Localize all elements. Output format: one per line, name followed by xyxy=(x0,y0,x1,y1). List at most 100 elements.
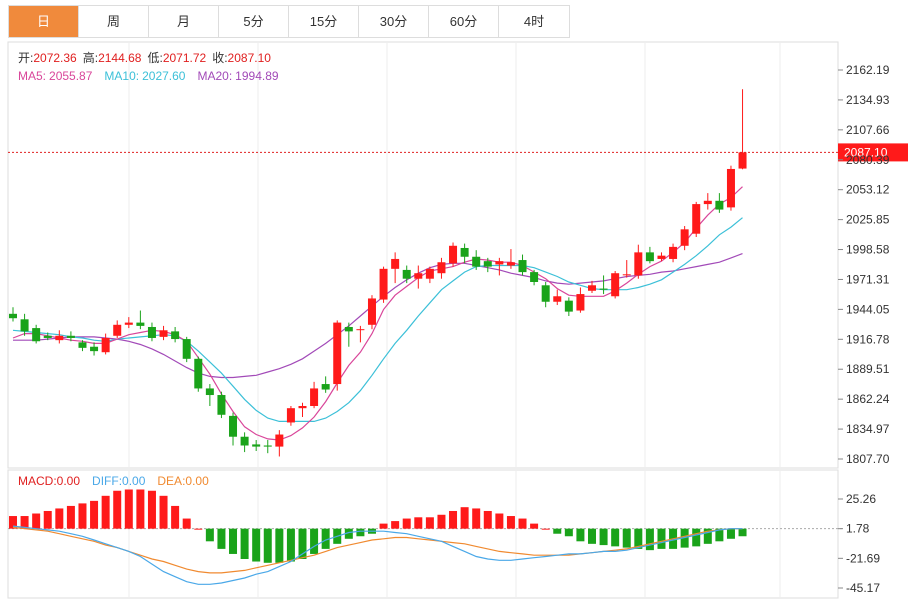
macd-value: 0.00 xyxy=(57,474,81,488)
dea-label: DEA: xyxy=(157,474,185,488)
macd-tick-label: 1.78 xyxy=(846,522,870,536)
y-tick-label: 2162.19 xyxy=(846,63,890,77)
macd-bar xyxy=(32,513,41,529)
candle-body xyxy=(472,256,481,267)
macd-bar xyxy=(576,528,585,542)
candle-body xyxy=(634,252,643,276)
high-label: 高: xyxy=(83,50,98,65)
macd-bar xyxy=(518,518,527,529)
tab-15min[interactable]: 15分 xyxy=(289,6,359,37)
macd-bar xyxy=(634,528,643,549)
candle-body xyxy=(90,346,99,352)
candle-body xyxy=(518,260,527,273)
candle-body xyxy=(692,204,701,234)
candle-body xyxy=(425,268,434,279)
macd-bar xyxy=(9,516,17,529)
macd-bar xyxy=(20,516,29,529)
open-value: 2072.36 xyxy=(33,51,77,65)
low-label: 低: xyxy=(147,51,162,65)
ma10-line xyxy=(12,217,743,422)
timeframe-tabs: 日 周 月 5分 15分 30分 60分 4时 xyxy=(8,5,570,38)
y-tick-label: 2053.12 xyxy=(846,183,890,197)
candle xyxy=(495,257,504,276)
y-tick-label: 1834.97 xyxy=(846,422,890,436)
y-tick-label: 1971.31 xyxy=(846,272,890,286)
tab-60min[interactable]: 60分 xyxy=(429,6,499,37)
candle xyxy=(356,325,365,343)
ma5-label: MA5: xyxy=(18,69,46,83)
macd-bar xyxy=(66,505,75,529)
price-panel-border xyxy=(7,41,839,469)
candle xyxy=(321,376,330,393)
candle-body xyxy=(20,319,29,332)
macd-bar xyxy=(645,528,654,551)
candle-body xyxy=(669,246,678,259)
grid xyxy=(7,41,839,599)
candle xyxy=(588,280,596,293)
macd-bar xyxy=(275,528,284,563)
candle xyxy=(553,289,562,306)
candle xyxy=(43,332,52,341)
candle-body xyxy=(576,294,585,311)
candle xyxy=(379,266,388,303)
candle-body xyxy=(310,388,319,406)
macd-bar xyxy=(402,518,411,529)
candle xyxy=(460,243,469,264)
y-tick-label: 1944.05 xyxy=(846,302,890,316)
macd-bar xyxy=(182,518,191,529)
macd-bar xyxy=(101,495,110,529)
candle-body xyxy=(657,255,666,259)
ma5-line xyxy=(12,186,743,441)
close-value: 2087.10 xyxy=(228,51,272,65)
candle xyxy=(310,381,319,409)
macd-bar xyxy=(171,505,180,529)
macd-bar xyxy=(113,490,122,529)
macd-bar xyxy=(321,528,330,549)
macd-tick-label: 25.26 xyxy=(846,492,876,506)
candle-body xyxy=(611,273,620,297)
candle-body xyxy=(622,274,631,276)
macd-bar xyxy=(194,528,203,530)
candle-body xyxy=(599,288,608,290)
tab-month[interactable]: 月 xyxy=(149,6,219,37)
candle xyxy=(101,333,110,355)
tab-week[interactable]: 周 xyxy=(79,6,149,37)
candle-body xyxy=(738,152,747,169)
macd-bar xyxy=(541,528,550,530)
candle-body xyxy=(101,337,110,353)
candle xyxy=(124,317,133,329)
macd-bar xyxy=(692,528,701,547)
macd-bar xyxy=(217,528,226,549)
candle-body xyxy=(321,384,330,390)
candle xyxy=(252,440,261,451)
candle-body xyxy=(217,395,226,415)
tab-4hour[interactable]: 4时 xyxy=(523,14,545,29)
current-price-line: 2087.10 xyxy=(8,143,908,162)
candle-body xyxy=(159,330,168,337)
tab-30min[interactable]: 30分 xyxy=(359,6,429,37)
macd-bar xyxy=(657,528,666,549)
candle xyxy=(437,257,446,279)
candle xyxy=(530,269,539,286)
macd-bar xyxy=(391,521,400,529)
macd-tick-label: -21.69 xyxy=(846,551,880,565)
macd-bar xyxy=(472,508,481,529)
tab-5min[interactable]: 5分 xyxy=(219,6,289,37)
candle xyxy=(217,391,226,419)
diff-line xyxy=(12,525,743,585)
candle-body xyxy=(495,261,504,265)
candle-body xyxy=(483,261,492,267)
candle xyxy=(680,226,689,251)
y-tick-label: 1889.51 xyxy=(846,362,890,376)
candle xyxy=(78,340,87,352)
macd-bar xyxy=(599,528,608,546)
ma20-label: MA20: xyxy=(197,69,232,83)
candle xyxy=(205,384,214,406)
candle xyxy=(9,307,17,322)
tab-day[interactable]: 日 xyxy=(9,6,79,37)
candle-body xyxy=(391,258,400,269)
candle xyxy=(669,243,678,263)
candle xyxy=(449,242,458,267)
candle-body xyxy=(530,272,539,282)
